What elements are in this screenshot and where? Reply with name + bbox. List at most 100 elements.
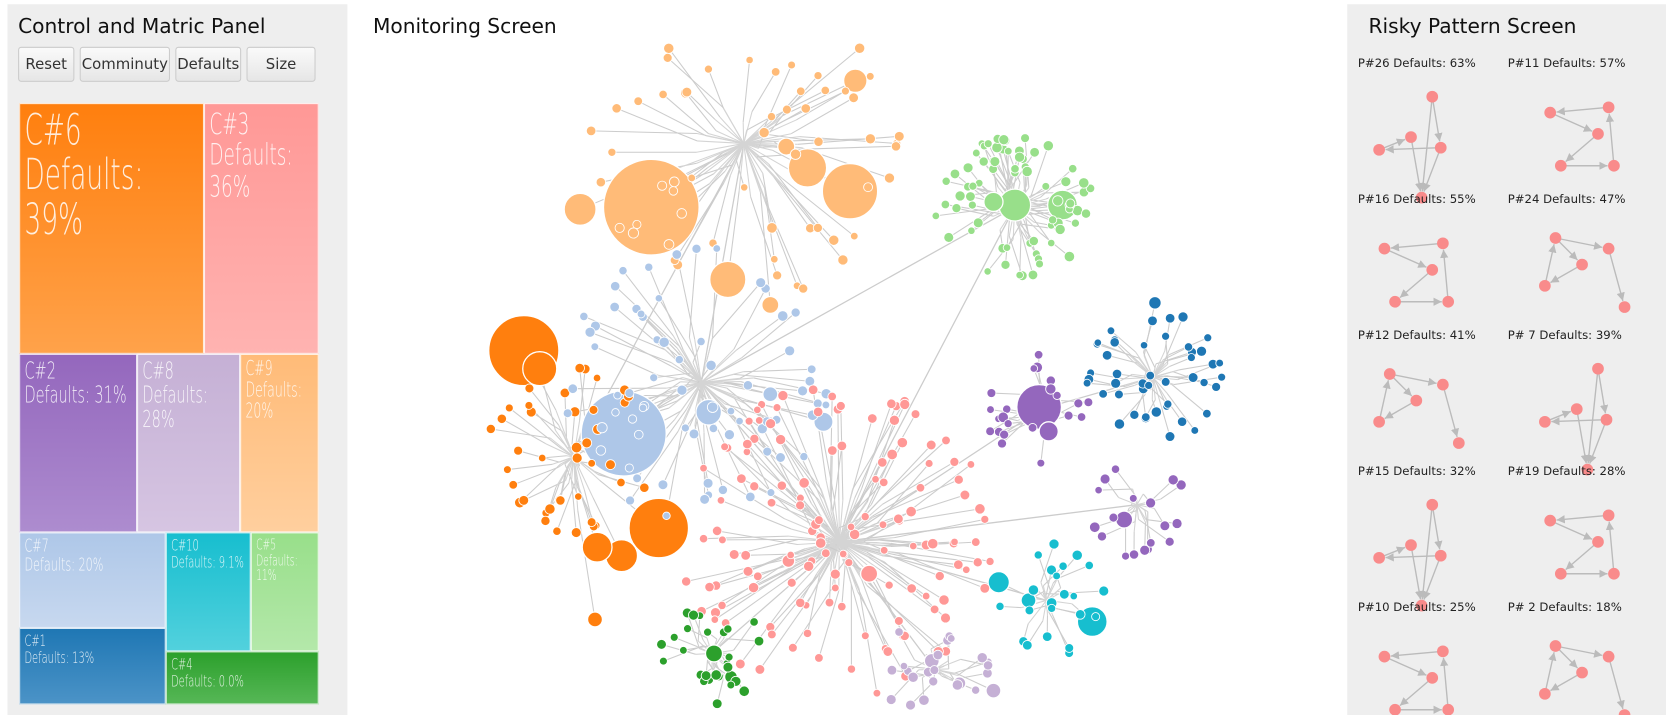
network-node (1211, 382, 1222, 392)
network-node (827, 445, 838, 456)
pattern-edge (1544, 652, 1557, 694)
network-node (962, 565, 971, 575)
network-node (688, 609, 699, 621)
edge (838, 499, 844, 542)
network-node (848, 528, 861, 541)
pattern-edge (1384, 247, 1427, 268)
network-node (562, 408, 573, 419)
network-node (717, 600, 727, 611)
cell-label: C#7 (24, 535, 49, 557)
pattern-edge (1544, 244, 1557, 286)
network-node (953, 559, 964, 570)
network-node (592, 373, 602, 383)
treemap-cell[interactable]: C#7 Defaults: 20% (19, 532, 166, 628)
network-node (698, 534, 709, 544)
treemap-cell[interactable]: C#8 Defaults: 28% (137, 353, 241, 533)
edge (1098, 488, 1133, 491)
button[interactable]: Comminuty (79, 46, 170, 82)
treemap-cell[interactable]: C#10 Defaults: 9.1% (165, 532, 251, 652)
network-node (681, 86, 693, 98)
edge (700, 348, 735, 383)
network-node (1159, 520, 1171, 532)
network-node (1171, 518, 1183, 530)
pattern-node (1373, 143, 1385, 156)
edge (1136, 504, 1147, 520)
pattern-node (1437, 237, 1449, 250)
edge (724, 446, 804, 510)
button[interactable]: Defaults (175, 46, 242, 82)
network-node (929, 604, 940, 615)
edge (712, 175, 731, 244)
network-node (1114, 510, 1134, 529)
button[interactable]: Reset (18, 46, 75, 82)
edge (701, 373, 734, 384)
network-node (864, 133, 876, 145)
treemap-cell[interactable]: C#6 Defaults: 39% (19, 103, 204, 354)
edge (682, 349, 702, 383)
network-node (1003, 146, 1013, 156)
pattern-node (1539, 279, 1551, 292)
edge (769, 576, 818, 628)
network-node (886, 448, 898, 461)
treemap-cell[interactable]: C#5 Defaults: 11% (250, 532, 319, 652)
edge (1119, 394, 1146, 425)
network-node (927, 538, 939, 550)
network-node (508, 480, 518, 490)
network-node (605, 459, 616, 470)
network-node (1068, 163, 1078, 174)
network-node (1202, 408, 1212, 419)
edge (1027, 599, 1047, 625)
treemap-cell[interactable]: C#4 Defaults: 0.0% (165, 651, 319, 705)
pattern-edge (1607, 656, 1625, 710)
network-node (976, 652, 988, 664)
pattern-node (1602, 509, 1615, 522)
edge (685, 92, 717, 132)
edge (725, 563, 809, 624)
edge (555, 409, 575, 458)
button[interactable]: Size (246, 46, 316, 82)
network-node (738, 685, 750, 697)
pattern-node (1581, 463, 1594, 476)
pattern-node (1383, 368, 1396, 380)
edge (839, 541, 871, 568)
edge (1179, 363, 1214, 371)
edge (742, 59, 751, 123)
network-node (1147, 315, 1158, 327)
treemap-cell[interactable]: C#1 Defaults: 13% (19, 627, 166, 705)
network-node (871, 475, 880, 484)
treemap-cell[interactable]: C#2 Defaults: 31% (19, 353, 138, 533)
network-node (878, 520, 888, 530)
network-node (987, 570, 1011, 594)
network-node (1033, 550, 1043, 560)
network-node (627, 227, 640, 239)
edge (523, 480, 566, 501)
edge (1057, 564, 1090, 580)
network-node (602, 158, 700, 256)
network-node (1048, 538, 1060, 550)
network-node (762, 446, 773, 457)
network-node (1183, 342, 1194, 352)
network-node (718, 535, 727, 545)
pattern-node (1549, 640, 1562, 652)
network-node (1054, 223, 1066, 235)
edge (579, 368, 586, 420)
pattern-edge (1565, 133, 1599, 163)
pattern-node (1554, 567, 1567, 580)
edge (818, 499, 840, 543)
network-node (807, 384, 819, 395)
network-node (726, 680, 736, 690)
cell-text: C#9 Defaults: 20% (245, 358, 317, 423)
treemap-cell[interactable]: C#9 Defaults: 20% (240, 353, 319, 533)
network-node (654, 294, 663, 303)
edge (573, 456, 594, 499)
edge (1152, 376, 1168, 394)
edge (948, 210, 991, 238)
edge (743, 143, 784, 186)
treemap-cell[interactable]: C#3 Defaults: 36% (204, 103, 319, 354)
edge (545, 443, 574, 458)
network-node (706, 401, 719, 413)
edge (677, 184, 724, 266)
pattern-edge (1597, 368, 1609, 414)
edge (622, 270, 674, 337)
network-node (639, 482, 650, 493)
